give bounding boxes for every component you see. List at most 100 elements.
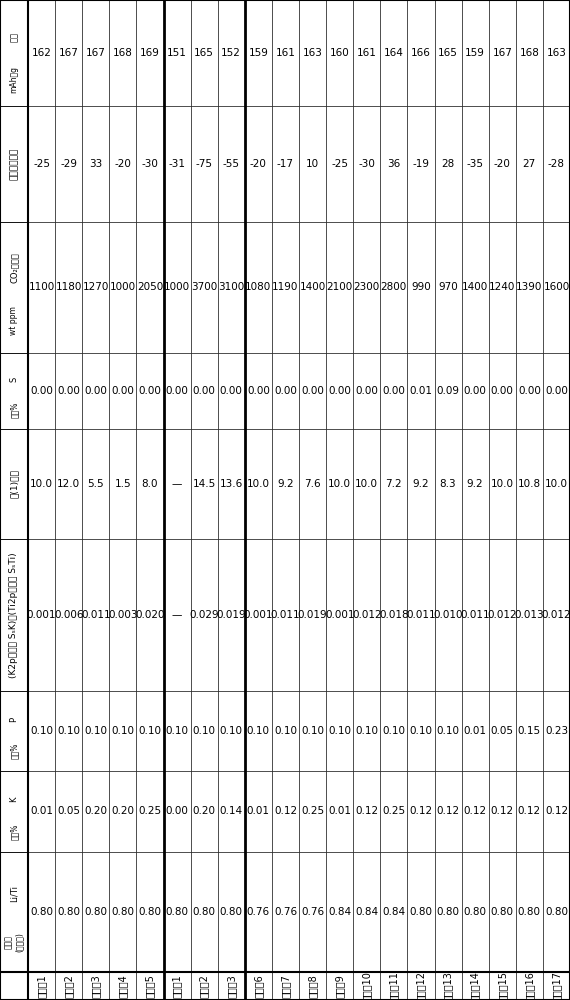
- Text: 0.00: 0.00: [84, 386, 107, 396]
- Bar: [0, 539, 28, 691]
- Text: 0.10: 0.10: [382, 726, 405, 736]
- Text: 0.011: 0.011: [461, 610, 490, 620]
- Text: 168: 168: [519, 48, 539, 58]
- Bar: [218, 106, 245, 222]
- Bar: [326, 972, 353, 1000]
- Bar: [516, 222, 543, 353]
- Text: 0.84: 0.84: [328, 907, 351, 917]
- Text: 0.018: 0.018: [379, 610, 409, 620]
- Text: 9.2: 9.2: [413, 479, 429, 489]
- Bar: [0, 852, 28, 972]
- Text: 0.00: 0.00: [247, 386, 270, 396]
- Text: 0.01: 0.01: [463, 726, 487, 736]
- Text: 0.05: 0.05: [491, 726, 514, 736]
- Text: 0.09: 0.09: [437, 386, 459, 396]
- Text: 0.001: 0.001: [27, 610, 56, 620]
- Bar: [109, 222, 136, 353]
- Bar: [488, 972, 516, 1000]
- Text: 163: 163: [303, 48, 323, 58]
- Bar: [218, 972, 245, 1000]
- Text: 10.0: 10.0: [30, 479, 53, 489]
- Text: 0.012: 0.012: [352, 610, 381, 620]
- Bar: [543, 353, 570, 429]
- Bar: [543, 429, 570, 539]
- Bar: [462, 0, 488, 106]
- Bar: [488, 222, 516, 353]
- Text: 0.80: 0.80: [193, 907, 215, 917]
- Bar: [462, 852, 488, 972]
- Bar: [0, 0, 28, 106]
- Bar: [434, 539, 462, 691]
- Text: Li/Ti: Li/Ti: [10, 885, 18, 902]
- Bar: [516, 429, 543, 539]
- Bar: [516, 539, 543, 691]
- Text: 0.00: 0.00: [139, 386, 161, 396]
- Text: 质量%: 质量%: [10, 402, 18, 418]
- Text: 0.10: 0.10: [111, 726, 135, 736]
- Bar: [136, 539, 164, 691]
- Text: 9.2: 9.2: [277, 479, 294, 489]
- Bar: [353, 353, 380, 429]
- Text: 比較例3: 比較例3: [226, 974, 236, 998]
- Text: 0.12: 0.12: [355, 806, 378, 816]
- Text: 160: 160: [330, 48, 349, 58]
- Bar: [82, 429, 109, 539]
- Bar: [299, 353, 326, 429]
- Bar: [299, 106, 326, 222]
- Bar: [434, 106, 462, 222]
- Bar: [82, 852, 109, 972]
- Text: mAh／g: mAh／g: [10, 66, 18, 93]
- Bar: [408, 353, 434, 429]
- Bar: [380, 353, 408, 429]
- Text: 0.10: 0.10: [84, 726, 107, 736]
- Text: 容量: 容量: [10, 32, 18, 42]
- Text: -20: -20: [250, 159, 267, 169]
- Bar: [408, 0, 434, 106]
- Bar: [543, 972, 570, 1000]
- Text: 実施例2: 実施例2: [64, 974, 74, 998]
- Text: 28: 28: [441, 159, 455, 169]
- Bar: [326, 222, 353, 353]
- Text: 0.80: 0.80: [139, 907, 161, 917]
- Text: 比較例1: 比較例1: [172, 974, 182, 998]
- Text: 0.20: 0.20: [84, 806, 107, 816]
- Bar: [245, 429, 272, 539]
- Text: 0.80: 0.80: [437, 907, 459, 917]
- Text: 実施例1: 実施例1: [36, 974, 47, 998]
- Text: 1190: 1190: [272, 282, 299, 292]
- Text: 1600: 1600: [543, 282, 569, 292]
- Text: 0.00: 0.00: [220, 386, 243, 396]
- Text: 7.2: 7.2: [385, 479, 402, 489]
- Text: 実施例3: 実施例3: [91, 974, 101, 998]
- Text: 0.10: 0.10: [301, 726, 324, 736]
- Bar: [408, 539, 434, 691]
- Text: -75: -75: [196, 159, 213, 169]
- Text: -30: -30: [359, 159, 375, 169]
- Bar: [353, 539, 380, 691]
- Text: 3100: 3100: [218, 282, 245, 292]
- Text: 実施例16: 実施例16: [524, 971, 534, 1000]
- Bar: [164, 429, 190, 539]
- Text: -25: -25: [33, 159, 50, 169]
- Text: 0.20: 0.20: [193, 806, 215, 816]
- Text: -28: -28: [548, 159, 565, 169]
- Text: 0.10: 0.10: [274, 726, 297, 736]
- Bar: [543, 222, 570, 353]
- Text: 0.80: 0.80: [220, 907, 243, 917]
- Text: 0.00: 0.00: [57, 386, 80, 396]
- Bar: [434, 691, 462, 771]
- Text: 0.80: 0.80: [409, 907, 433, 917]
- Bar: [164, 222, 190, 353]
- Text: 0.00: 0.00: [30, 386, 53, 396]
- Bar: [245, 222, 272, 353]
- Bar: [353, 852, 380, 972]
- Text: 1400: 1400: [299, 282, 325, 292]
- Bar: [0, 353, 28, 429]
- Text: 0.23: 0.23: [545, 726, 568, 736]
- Bar: [462, 691, 488, 771]
- Text: 10: 10: [306, 159, 319, 169]
- Bar: [28, 0, 55, 106]
- Bar: [218, 691, 245, 771]
- Text: 0.013: 0.013: [515, 610, 544, 620]
- Text: 0.80: 0.80: [165, 907, 189, 917]
